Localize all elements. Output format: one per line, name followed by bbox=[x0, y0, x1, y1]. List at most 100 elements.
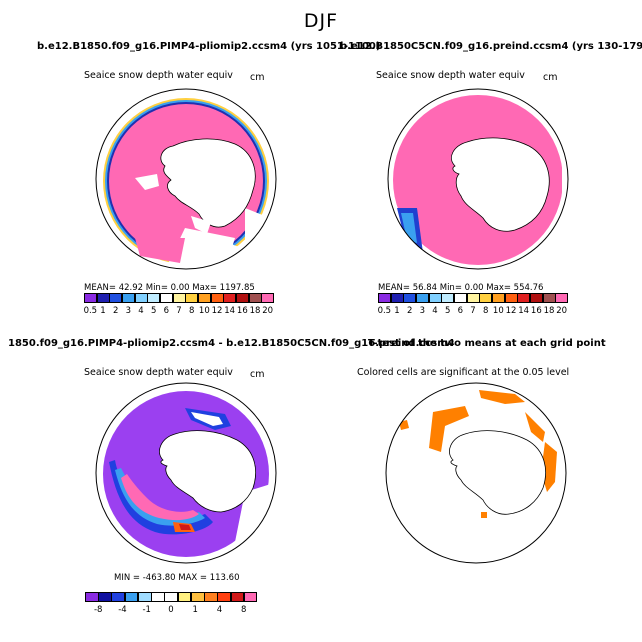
colorbar-swatch bbox=[416, 293, 430, 303]
panel-1-variable-title: Seaice snow depth water equiv bbox=[84, 70, 233, 81]
colorbar-tick-label: 16 bbox=[236, 306, 248, 316]
colorbar-tick-label: 7 bbox=[176, 306, 182, 316]
colorbar-tick-label: -8 bbox=[93, 605, 103, 615]
panel-3-colorbar: -8 -4 -1 0 1 4 8 bbox=[85, 592, 258, 620]
colorbar-tick-label: 16 bbox=[530, 306, 542, 316]
panel-2-stats: MEAN= 56.84 Min= 0.00 Max= 554.76 bbox=[378, 283, 544, 293]
colorbar-tick-label: 20 bbox=[262, 306, 274, 316]
colorbar-tick-label: 12 bbox=[211, 306, 223, 316]
colorbar-swatch bbox=[441, 293, 455, 303]
colorbar-tick-label: 4 bbox=[432, 306, 438, 316]
colorbar-tick-label: 14 bbox=[518, 306, 530, 316]
colorbar-swatch bbox=[111, 592, 126, 602]
colorbar-tick-label: 10 bbox=[492, 306, 504, 316]
colorbar-swatch bbox=[210, 293, 224, 303]
colorbar-tick-label: 5 bbox=[150, 306, 157, 316]
colorbar-swatch bbox=[555, 293, 569, 303]
panel-4-variable-title: Colored cells are significant at the 0.0… bbox=[357, 367, 570, 378]
colorbar-tick-label: -1 bbox=[142, 605, 151, 615]
colorbar-tick-label: 10 bbox=[198, 306, 210, 316]
colorbar-swatch bbox=[85, 592, 99, 602]
colorbar-tick-label: 8 bbox=[482, 306, 489, 316]
panel-2-map bbox=[387, 88, 569, 270]
colorbar-swatch bbox=[479, 293, 493, 303]
colorbar-swatch bbox=[96, 293, 110, 303]
colorbar-swatch bbox=[466, 293, 480, 303]
colorbar-swatch bbox=[137, 592, 152, 602]
colorbar-swatch bbox=[134, 293, 148, 303]
colorbar-swatch bbox=[243, 592, 258, 602]
panel-1-map bbox=[95, 88, 277, 270]
colorbar-tick-label: 3 bbox=[125, 306, 132, 316]
panel-1-units: cm bbox=[250, 72, 265, 83]
panel-3-variable-title: Seaice snow depth water equiv bbox=[84, 367, 233, 378]
panel-1-colorbar: 0.5 1 2 3 4 5 6 7 8 10 12 14 16 18 20 bbox=[83, 293, 275, 321]
panel-3-units: cm bbox=[250, 369, 265, 380]
colorbar-swatch bbox=[390, 293, 404, 303]
colorbar-tick-label: 2 bbox=[112, 306, 119, 316]
colorbar-swatch bbox=[504, 293, 518, 303]
colorbar-swatch bbox=[122, 293, 136, 303]
panel-4-map bbox=[385, 382, 567, 564]
colorbar-tick-label: 5 bbox=[444, 306, 451, 316]
colorbar-swatch bbox=[517, 293, 531, 303]
panel-1-run-title: b.e12.B1850.f09_g16.PIMP4-pliomip2.ccsm4… bbox=[37, 41, 381, 52]
colorbar-swatch bbox=[217, 592, 232, 602]
colorbar-tick-label: 6 bbox=[163, 306, 170, 316]
colorbar-swatch bbox=[230, 592, 245, 602]
colorbar-swatch bbox=[172, 293, 186, 303]
colorbar-swatch bbox=[177, 592, 192, 602]
colorbar-swatch bbox=[542, 293, 556, 303]
colorbar-tick-label: -4 bbox=[118, 605, 127, 615]
panel-4-run-title: T-test of the two means at each grid poi… bbox=[368, 338, 606, 349]
colorbar-tick-label: 1 bbox=[394, 306, 400, 316]
colorbar-tick-label: 8 bbox=[188, 306, 195, 316]
colorbar-swatch bbox=[403, 293, 417, 303]
panel-3-run-title: 1850.f09_g16.PIMP4-pliomip2.ccsm4 - b.e1… bbox=[8, 338, 455, 349]
colorbar-swatch bbox=[223, 293, 237, 303]
colorbar-swatch bbox=[151, 592, 165, 602]
colorbar-swatch bbox=[84, 293, 98, 303]
colorbar-swatch bbox=[185, 293, 199, 303]
colorbar-swatch bbox=[190, 592, 205, 602]
panel-2-variable-title: Seaice snow depth water equiv bbox=[376, 70, 525, 81]
colorbar-tick-label: 1 bbox=[100, 306, 106, 316]
panel-3-map bbox=[95, 382, 277, 564]
colorbar-tick-label: 1 bbox=[192, 605, 198, 615]
colorbar-tick-label: 18 bbox=[543, 306, 555, 316]
panel-1-stats: MEAN= 42.92 Min= 0.00 Max= 1197.85 bbox=[84, 283, 255, 293]
figure-title: DJF bbox=[303, 10, 339, 32]
panel-2-colorbar: 0.5 1 2 3 4 5 6 7 8 10 12 14 16 18 20 bbox=[377, 293, 569, 321]
colorbar-tick-label: 12 bbox=[505, 306, 517, 316]
colorbar-tick-label: 8 bbox=[241, 605, 247, 615]
colorbar-tick-label: 0.5 bbox=[83, 306, 98, 316]
colorbar-swatch bbox=[428, 293, 442, 303]
colorbar-swatch bbox=[492, 293, 506, 303]
colorbar-tick-label: 14 bbox=[224, 306, 236, 316]
panel-2-run-title: b.e12.B1850C5CN.f09_g16.preind.ccsm4 (yr… bbox=[340, 41, 642, 52]
colorbar-tick-label: 0 bbox=[168, 605, 174, 615]
colorbar-swatch bbox=[378, 293, 392, 303]
colorbar-tick-label: 4 bbox=[138, 306, 144, 316]
colorbar-tick-label: 4 bbox=[216, 605, 223, 615]
colorbar-tick-label: 18 bbox=[249, 306, 261, 316]
colorbar-swatch bbox=[204, 592, 218, 602]
panel-3-stats: MIN = -463.80 MAX = 113.60 bbox=[114, 573, 240, 583]
colorbar-tick-label: 2 bbox=[406, 306, 413, 316]
colorbar-tick-label: 20 bbox=[556, 306, 568, 316]
colorbar-tick-label: 7 bbox=[470, 306, 476, 316]
colorbar-swatch bbox=[530, 293, 544, 303]
colorbar-swatch bbox=[198, 293, 212, 303]
colorbar-swatch bbox=[124, 592, 139, 602]
colorbar-swatch bbox=[454, 293, 468, 303]
colorbar-swatch bbox=[236, 293, 250, 303]
colorbar-tick-label: 6 bbox=[457, 306, 464, 316]
colorbar-swatch bbox=[160, 293, 174, 303]
colorbar-tick-label: 0.5 bbox=[377, 306, 392, 316]
colorbar-swatch bbox=[248, 293, 262, 303]
colorbar-swatch bbox=[261, 293, 275, 303]
colorbar-swatch bbox=[164, 592, 179, 602]
colorbar-swatch bbox=[98, 592, 112, 602]
panel-2-units: cm bbox=[543, 72, 558, 83]
colorbar-swatch bbox=[109, 293, 123, 303]
